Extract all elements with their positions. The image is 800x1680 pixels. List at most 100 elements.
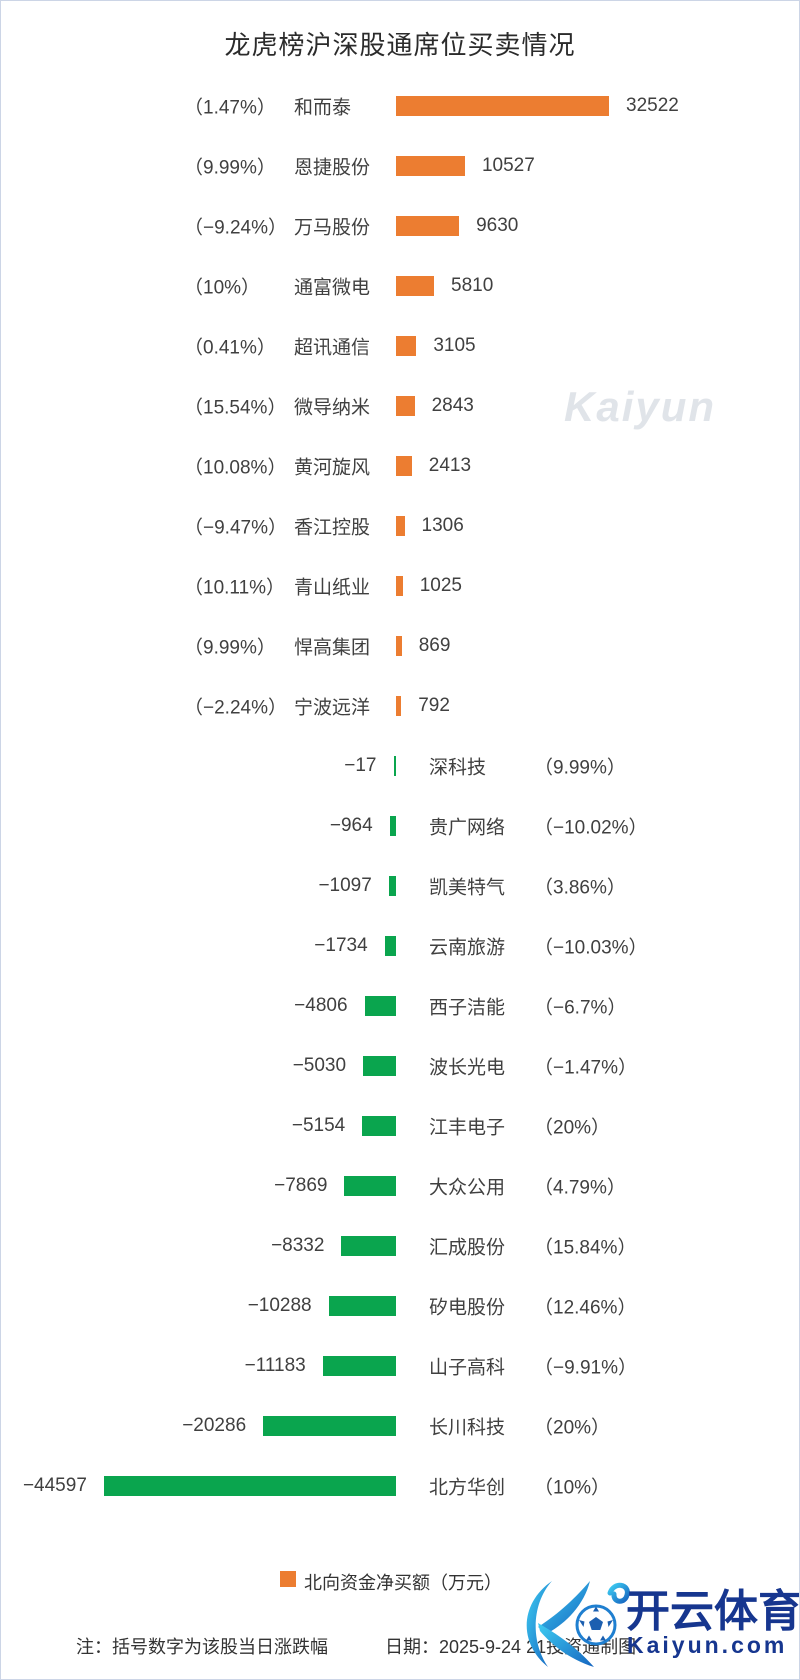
chart-row: −4806 西子洁能 （−6.7%） bbox=[1, 976, 799, 1036]
chart-row: −10288 矽电股份 （12.46%） bbox=[1, 1276, 799, 1336]
soccer-ball-icon bbox=[575, 1604, 617, 1646]
row-bar bbox=[389, 816, 396, 836]
row-bar bbox=[263, 1416, 396, 1436]
chart-row: −964 贵广网络 （−10.02%） bbox=[1, 796, 799, 856]
row-pct-label: （10%） bbox=[534, 1477, 611, 1499]
faint-watermark-text: Kaiyun bbox=[564, 383, 717, 430]
row-stock-name: 山子高科 bbox=[429, 1357, 506, 1379]
row-bar bbox=[396, 96, 610, 116]
row-stock-name: 深科技 bbox=[429, 757, 487, 779]
row-value-label: −11183 bbox=[244, 1355, 306, 1376]
row-pct-label: （9.99%） bbox=[534, 757, 626, 779]
row-pct-label: （20%） bbox=[534, 1117, 611, 1139]
row-stock-name: 长川科技 bbox=[429, 1417, 506, 1439]
row-bar bbox=[396, 336, 417, 356]
row-stock-name: 和而泰 bbox=[294, 97, 352, 119]
chart-row: −1734 云南旅游 （−10.03%） bbox=[1, 916, 799, 976]
row-value-label: −5030 bbox=[292, 1055, 347, 1076]
row-bar bbox=[396, 276, 435, 296]
row-pct-label: （20%） bbox=[534, 1417, 611, 1439]
row-value-label: −44597 bbox=[22, 1475, 87, 1496]
legend-label: 北向资金净买额（万元） bbox=[304, 1573, 502, 1593]
row-bar bbox=[384, 936, 396, 956]
legend-swatch-icon bbox=[280, 1571, 296, 1587]
row-bar bbox=[396, 396, 415, 416]
row-bar bbox=[396, 516, 405, 536]
chart-row: （10.08%） 黄河旋风 2413 bbox=[1, 436, 799, 496]
row-pct-label: （10.08%） bbox=[184, 457, 287, 479]
row-bar bbox=[396, 576, 403, 596]
row-bar bbox=[344, 1176, 396, 1196]
row-pct-label: （4.79%） bbox=[534, 1177, 626, 1199]
row-value-label: −8332 bbox=[271, 1235, 325, 1256]
row-pct-label: （15.54%） bbox=[184, 397, 287, 419]
row-pct-label: （−10.03%） bbox=[534, 937, 648, 959]
row-bar bbox=[364, 996, 396, 1016]
row-value-label: −20286 bbox=[182, 1415, 247, 1436]
chart-row: −8332 汇成股份 （15.84%） bbox=[1, 1216, 799, 1276]
row-bar bbox=[363, 1056, 396, 1076]
row-pct-label: （10%） bbox=[184, 277, 261, 299]
brand-url-text: Kaiyun.com bbox=[627, 1632, 787, 1658]
row-bar bbox=[322, 1356, 396, 1376]
chart-row: （0.41%） 超讯通信 3105 bbox=[1, 316, 799, 376]
kaiyun-watermark-logo: 开云体育 Kaiyun.com bbox=[526, 1581, 799, 1667]
row-stock-name: 悍高集团 bbox=[294, 637, 371, 659]
row-bar bbox=[393, 756, 396, 776]
chart-row: （9.99%） 恩捷股份 10527 bbox=[1, 136, 799, 196]
row-pct-label: （−10.02%） bbox=[534, 817, 648, 839]
chart-legend: 北向资金净买额（万元） bbox=[1, 1569, 799, 1593]
row-bar bbox=[328, 1296, 396, 1316]
row-bar bbox=[396, 636, 402, 656]
row-stock-name: 波长光电 bbox=[429, 1057, 506, 1079]
row-pct-label: （15.84%） bbox=[534, 1237, 637, 1259]
row-stock-name: 贵广网络 bbox=[429, 817, 506, 839]
row-pct-label: （9.99%） bbox=[184, 157, 276, 179]
chart-row: （−2.24%） 宁波远洋 792 bbox=[1, 676, 799, 736]
row-bar bbox=[388, 876, 396, 896]
row-stock-name: 云南旅游 bbox=[429, 937, 506, 959]
row-pct-label: （0.41%） bbox=[184, 337, 276, 359]
row-pct-label: （−9.24%） bbox=[184, 217, 287, 239]
row-bar bbox=[396, 216, 460, 236]
row-stock-name: 通富微电 bbox=[294, 277, 371, 299]
row-stock-name: 矽电股份 bbox=[429, 1297, 506, 1319]
row-stock-name: 超讯通信 bbox=[294, 337, 371, 359]
row-value-label: −7869 bbox=[274, 1175, 328, 1196]
row-stock-name: 宁波远洋 bbox=[294, 697, 371, 719]
row-pct-label: （−2.24%） bbox=[184, 697, 287, 719]
chart-row: （15.54%） 微导纳米 2843 bbox=[1, 376, 799, 436]
row-stock-name: 香江控股 bbox=[294, 517, 371, 539]
chart-row: （−9.24%） 万马股份 9630 bbox=[1, 196, 799, 256]
row-value-label: 2413 bbox=[428, 455, 472, 476]
chart-row: （−9.47%） 香江控股 1306 bbox=[1, 496, 799, 556]
chart-rows: （1.47%） 和而泰 32522 （9.99%） 恩捷股份 10527 （−9.24%） 万… bbox=[1, 76, 799, 1516]
row-stock-name: 江丰电子 bbox=[429, 1117, 506, 1139]
row-bar bbox=[103, 1476, 396, 1496]
chart-row: −20286 长川科技 （20%） bbox=[1, 1396, 799, 1456]
chart-row: −5030 波长光电 （−1.47%） bbox=[1, 1036, 799, 1096]
chart-row: −11183 山子高科 （−9.91%） bbox=[1, 1336, 799, 1396]
row-pct-label: （−6.7%） bbox=[534, 997, 627, 1019]
row-value-label: 3105 bbox=[433, 335, 476, 356]
row-pct-label: （−1.47%） bbox=[534, 1057, 637, 1079]
row-bar bbox=[396, 456, 412, 476]
footer-note: 注：括号数字为该股当日涨跌幅 bbox=[76, 1637, 328, 1657]
row-stock-name: 万马股份 bbox=[294, 217, 371, 239]
row-value-label: −4806 bbox=[294, 995, 348, 1016]
chart-row: −44597 北方华创 （10%） bbox=[1, 1456, 799, 1516]
row-stock-name: 西子洁能 bbox=[429, 997, 506, 1019]
row-stock-name: 凯美特气 bbox=[429, 877, 506, 899]
chart-row: （10.11%） 青山纸业 1025 bbox=[1, 556, 799, 616]
row-value-label: −964 bbox=[329, 815, 373, 836]
row-pct-label: （3.86%） bbox=[534, 877, 626, 899]
row-stock-name: 汇成股份 bbox=[429, 1237, 506, 1259]
chart-row: −7869 大众公用 （4.79%） bbox=[1, 1156, 799, 1216]
row-pct-label: （10.11%） bbox=[184, 577, 286, 599]
row-pct-label: （12.46%） bbox=[534, 1297, 637, 1319]
row-value-label: 1306 bbox=[421, 515, 464, 536]
chart-row: （9.99%） 悍高集团 869 bbox=[1, 616, 799, 676]
row-bar bbox=[396, 696, 402, 716]
row-stock-name: 大众公用 bbox=[429, 1177, 506, 1199]
